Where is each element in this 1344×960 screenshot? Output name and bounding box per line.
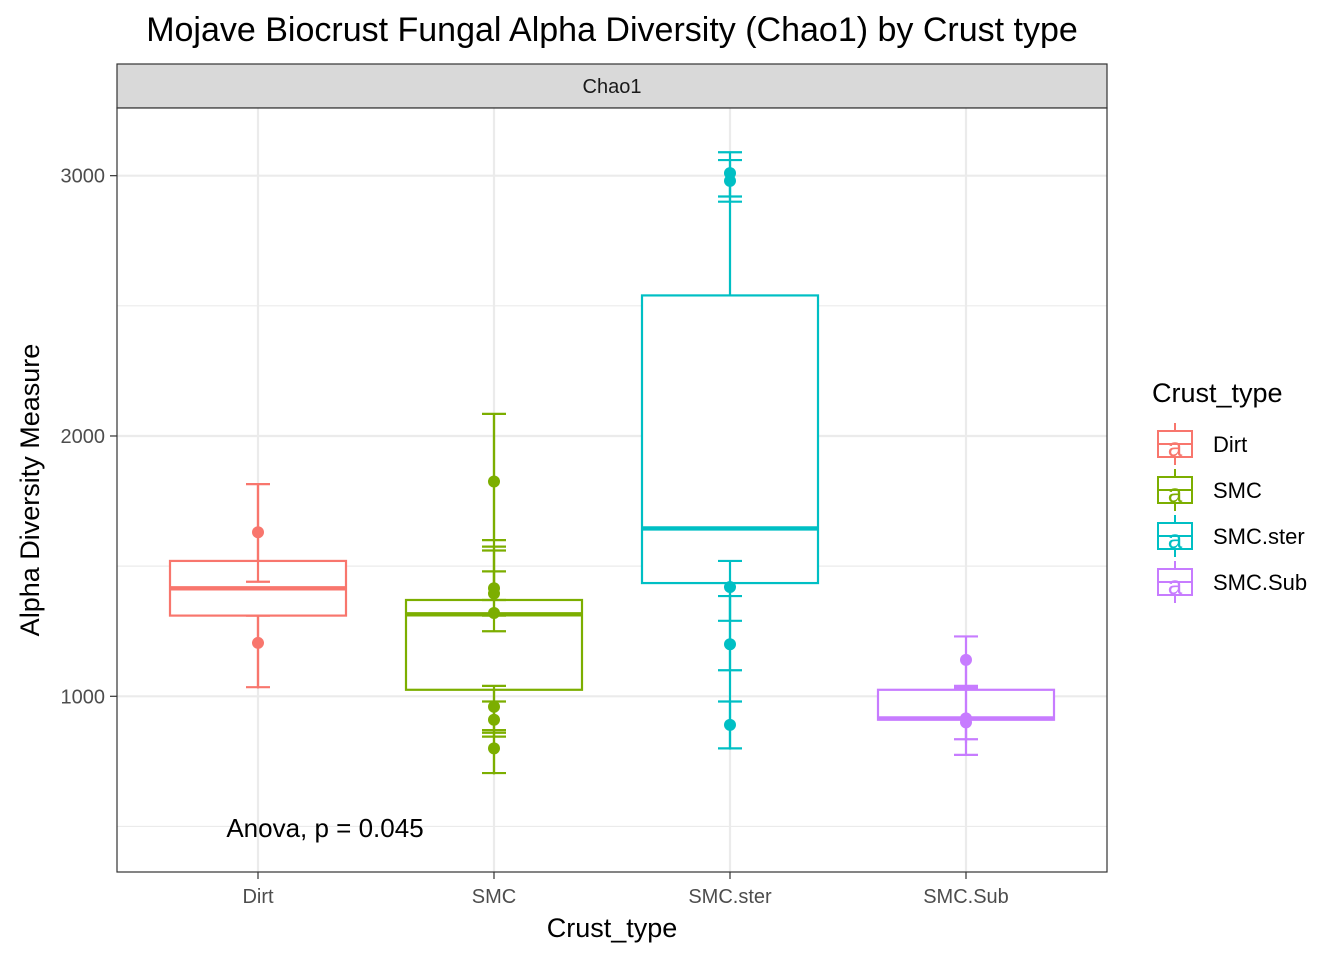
- legend-key-glyph: a: [1168, 524, 1183, 554]
- legend-key-glyph: a: [1168, 570, 1183, 600]
- facet-strip: Chao1: [116, 63, 1108, 109]
- legend-key: a: [1157, 515, 1193, 557]
- legend-item-smc: a SMC: [1157, 469, 1262, 511]
- data-point-dirt: [252, 636, 264, 649]
- anova-annotation: Anova, p = 0.045: [226, 813, 423, 843]
- data-point-smc-sub: [960, 712, 972, 725]
- panel-border: [116, 107, 1108, 873]
- legend-label: SMC.ster: [1213, 524, 1305, 549]
- y-tick-label: 2000: [61, 426, 106, 448]
- data-point-smc-sub: [960, 653, 972, 666]
- legend-item-smc-ster: a SMC.ster: [1157, 515, 1305, 557]
- legend-label: SMC: [1213, 478, 1262, 503]
- data-point-smc: [488, 587, 500, 600]
- data-point-smc-ster: [724, 174, 736, 187]
- data-point-smc: [488, 475, 500, 488]
- data-point-smc-ster: [724, 580, 736, 593]
- x-axis-title: Crust_type: [547, 913, 678, 943]
- legend-key: a: [1157, 561, 1193, 603]
- data-point-smc: [488, 700, 500, 713]
- legend-label: Dirt: [1213, 432, 1247, 457]
- facet-strip-label: Chao1: [583, 76, 642, 98]
- legend-item-smc-sub: a SMC.Sub: [1157, 561, 1307, 603]
- data-point-smc-ster: [724, 718, 736, 731]
- point-layer: [252, 167, 972, 755]
- x-tick-label-smc: SMC: [472, 886, 516, 908]
- legend-title: Crust_type: [1152, 378, 1283, 408]
- legend-key-glyph: a: [1168, 478, 1183, 508]
- data-point-smc: [488, 713, 500, 726]
- data-point-smc: [488, 742, 500, 755]
- y-axis: 1000 2000 3000: [61, 166, 117, 708]
- legend-key-glyph: a: [1168, 432, 1183, 462]
- box-iqr: [640, 294, 820, 585]
- y-tick-label: 1000: [61, 686, 106, 708]
- panel-background: [117, 108, 1107, 872]
- errorbar-dirt: [246, 614, 270, 689]
- data-point-smc-ster: [724, 638, 736, 651]
- legend-key: a: [1157, 423, 1193, 465]
- errorbar-smc-ster: [718, 594, 742, 672]
- legend: Crust_type a Dirt a SMC a SMC.ster a SMC.Sub: [1152, 378, 1307, 603]
- legend-key: a: [1157, 469, 1193, 511]
- facet-strip-background: [116, 63, 1108, 109]
- plot-panel: Anova, p = 0.045: [116, 107, 1108, 873]
- chart-title: Mojave Biocrust Fungal Alpha Diversity (…: [146, 11, 1078, 49]
- y-axis-title: Alpha Diversity Measure: [15, 344, 45, 637]
- legend-item-dirt: a Dirt: [1157, 423, 1247, 465]
- data-point-dirt: [252, 526, 264, 539]
- x-tick-label-smc-sub: SMC.Sub: [923, 886, 1009, 908]
- x-tick-label-smc-ster: SMC.ster: [688, 886, 772, 908]
- data-point-smc: [488, 606, 500, 619]
- legend-label: SMC.Sub: [1213, 570, 1307, 595]
- errorbar-layer: [246, 151, 978, 775]
- y-tick-label: 3000: [61, 166, 106, 188]
- x-tick-label-dirt: Dirt: [242, 886, 274, 908]
- x-axis: Dirt SMC SMC.ster SMC.Sub: [242, 872, 1009, 908]
